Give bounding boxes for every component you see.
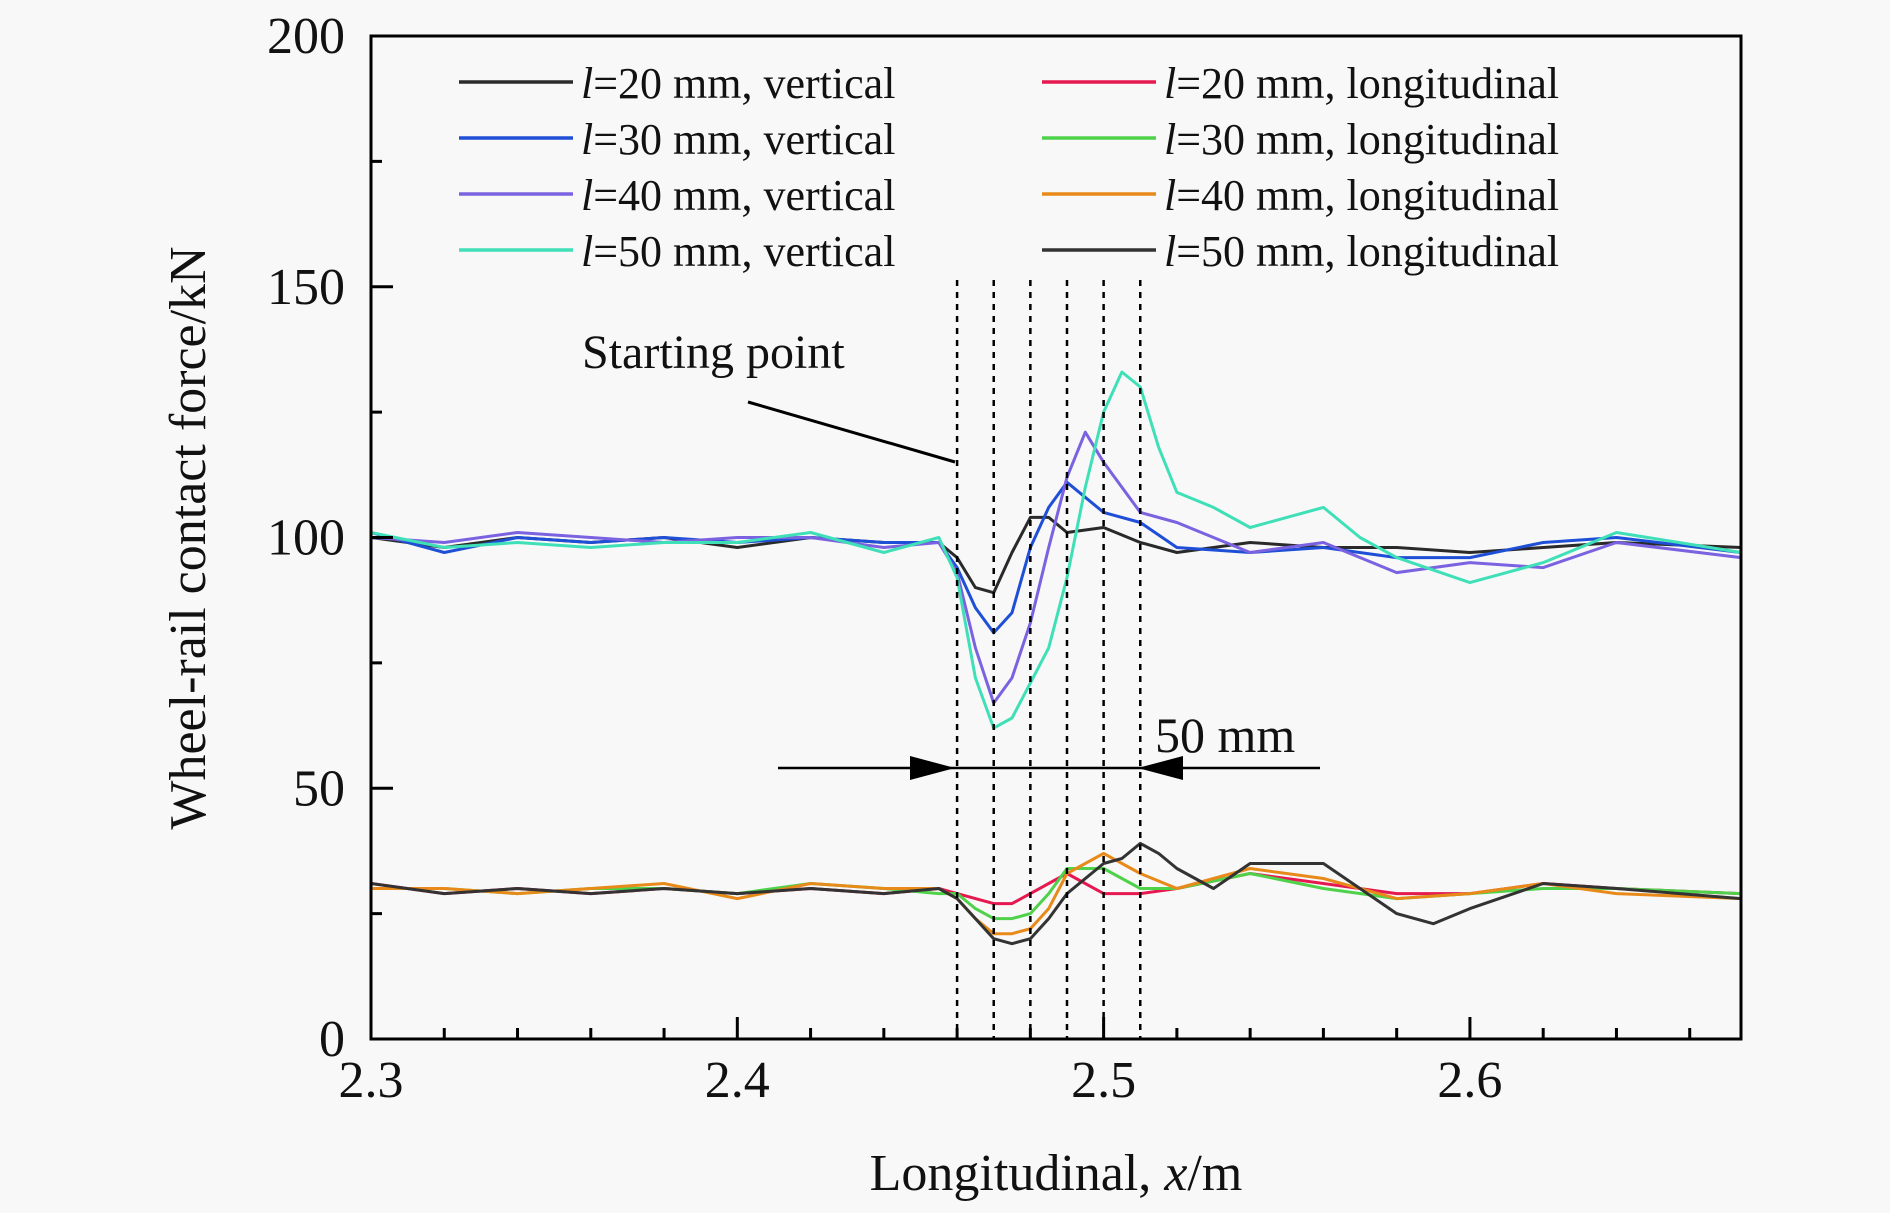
legend-label: l=40 mm, vertical: [581, 171, 895, 220]
span-arrow-right: [910, 756, 955, 780]
series-line-7: [371, 851, 1742, 936]
span-label: 50 mm: [1155, 707, 1295, 763]
legend-label: l=30 mm, longitudinal: [1164, 115, 1559, 164]
y-tick-label: 200: [267, 8, 345, 65]
starting-point-annotation: Starting point: [582, 326, 956, 464]
span-arrow-left: [1138, 756, 1183, 780]
y-axis-label: Wheel-rail contact force/kN: [160, 246, 217, 829]
legend-label: l=40 mm, longitudinal: [1164, 171, 1559, 220]
starting-point-label: Starting point: [582, 326, 845, 379]
legend-item: l=50 mm, longitudinal: [1042, 227, 1559, 276]
legend-label: l=30 mm, vertical: [581, 115, 895, 164]
legend-label: l=50 mm, longitudinal: [1164, 227, 1559, 276]
span-annotation: 50 mm: [778, 707, 1320, 780]
axis-ticks: [369, 34, 1692, 1041]
legend-label: l=20 mm, vertical: [581, 59, 895, 108]
legend-item: l=40 mm, vertical: [459, 171, 895, 220]
y-tick-label: 100: [267, 510, 345, 567]
legend-label: l=20 mm, longitudinal: [1164, 59, 1559, 108]
legend: l=20 mm, vertical l=30 mm, vertical l=40 m…: [459, 59, 1559, 276]
series-line-8: [370, 841, 1742, 946]
tick-labels: 2.3 2.4 2.5 2.6 0 50 100 150 200: [267, 8, 1502, 1109]
series-line-3: [370, 430, 1742, 705]
x-axis-label: Longitudinal, x/m: [870, 1145, 1243, 1202]
series-line-2: [370, 480, 1742, 635]
legend-item: l=50 mm, vertical: [459, 227, 895, 276]
series-line-4: [370, 370, 1742, 730]
x-tick-label: 2.3: [339, 1052, 404, 1109]
y-tick-label: 50: [293, 760, 345, 817]
starting-point-leader: [747, 400, 956, 464]
x-tick-label: 2.6: [1437, 1052, 1502, 1109]
y-tick-label: 150: [267, 259, 345, 316]
x-tick-label: 2.4: [705, 1052, 770, 1109]
x-tick-label: 2.5: [1071, 1052, 1136, 1109]
legend-item: l=30 mm, vertical: [459, 115, 895, 164]
series-layer: [370, 370, 1742, 946]
legend-item: l=30 mm, longitudinal: [1042, 115, 1559, 164]
legend-item: l=20 mm, vertical: [459, 59, 895, 108]
legend-item: l=20 mm, longitudinal: [1042, 59, 1559, 108]
legend-item: l=40 mm, longitudinal: [1042, 171, 1559, 220]
y-tick-label: 0: [319, 1011, 345, 1068]
legend-label: l=50 mm, vertical: [581, 227, 895, 276]
